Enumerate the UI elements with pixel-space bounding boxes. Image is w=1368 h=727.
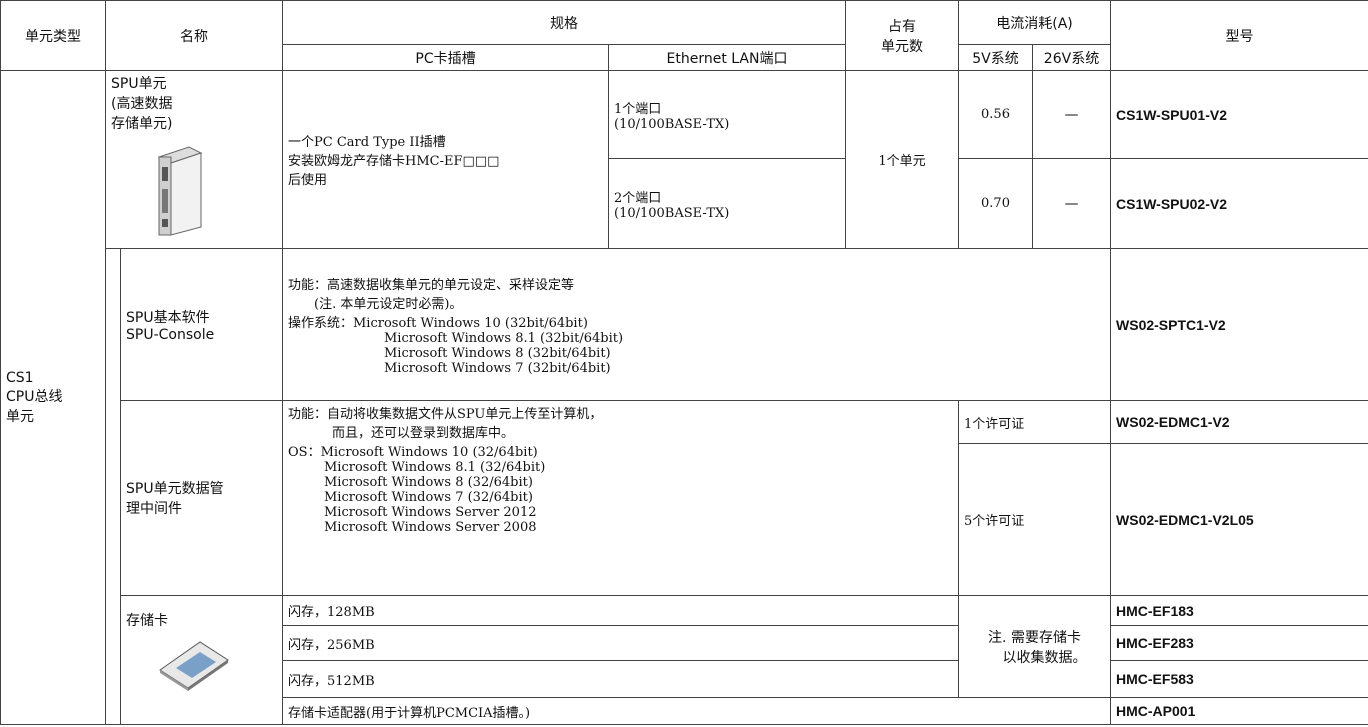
- line: Microsoft Windows 8 (32bit/64bit): [384, 345, 611, 361]
- row: SPU单元数据管 理中间件 功能：自动将收集数据文件从SPU单元上传至计算机， 而…: [1, 400, 1368, 596]
- line: 注. 需要存储卡: [988, 629, 1081, 646]
- description-cell: 功能：自动将收集数据文件从SPU单元上传至计算机， 而且，还可以登录到数据库中。…: [282, 400, 959, 596]
- line: Microsoft Windows Server 2012: [324, 505, 537, 520]
- description-cell: 闪存，128MB: [282, 595, 959, 626]
- line: Microsoft Windows 7 (32bit/64bit): [384, 360, 611, 376]
- row: SPU基本软件 SPU-Console 功能：高速数据收集单元的单元设定、采样设定…: [1, 248, 1368, 725]
- header-line: 单元数: [881, 38, 923, 55]
- line: (10/100BASE-TX): [614, 116, 730, 132]
- line: 2个端口: [614, 190, 662, 206]
- header-cell: 占有 单元数: [845, 0, 959, 71]
- license-cell: 1个许可证: [957, 400, 1112, 444]
- header-line: 占有: [888, 18, 916, 35]
- header-cell: 名称: [105, 0, 283, 71]
- header-cell: 5V系统: [958, 44, 1033, 71]
- line: 后使用: [288, 173, 328, 188]
- name-cell: 存储卡: [120, 595, 283, 725]
- line: CS1: [6, 369, 34, 386]
- row: 存储卡适配器(用于计算机PCMCIA插槽。) HMC-AP001: [1, 697, 1368, 725]
- description-cell: 存储卡适配器(用于计算机PCMCIA插槽。): [281, 697, 1112, 725]
- note-cell: 注. 需要存储卡以收集数据。: [957, 595, 1112, 698]
- card-image: [159, 641, 229, 691]
- current-cell: 0.56: [958, 70, 1033, 159]
- line: Microsoft Windows Server 2008: [324, 520, 537, 535]
- model-cell: WS02-SPTC1-V2: [1110, 248, 1368, 401]
- line: Microsoft Windows 8.1 (32/64bit): [324, 460, 546, 475]
- model-cell: WS02-EDMC1-V2: [1110, 400, 1368, 444]
- current-cell: 0.70: [958, 158, 1033, 249]
- line: Microsoft Windows 7 (32/64bit): [324, 490, 533, 505]
- line: Microsoft Windows 8 (32/64bit): [324, 475, 533, 490]
- row: CS1 CPU总线单元 SPU单元 (高速数据存储单元) 一个PC Card Typ…: [0, 70, 1368, 725]
- name-cell: SPU基本软件 SPU-Console: [120, 248, 283, 401]
- line: SPU-Console: [126, 326, 215, 343]
- product-image: [157, 146, 203, 236]
- line: (高速数据: [111, 96, 173, 112]
- line: 存储卡: [126, 613, 168, 629]
- row: 闪存，512MB HMC-EF583: [1, 660, 1368, 698]
- current-cell: —: [1031, 158, 1112, 249]
- name-cell: SPU单元 (高速数据存储单元): [105, 70, 283, 249]
- header-cell: PC卡插槽: [282, 44, 609, 71]
- description-cell: 闪存，256MB: [282, 625, 959, 661]
- occupied-cell: 1个单元: [845, 70, 959, 249]
- header-cell: Ethernet LAN端口: [608, 44, 846, 71]
- header-cell: 型号: [1110, 0, 1368, 71]
- line: SPU单元数据管: [126, 481, 224, 497]
- row: 存储卡 闪存，128MB 注. 需要存储卡以收集数据。 HMC-EF183: [1, 595, 1368, 725]
- line: (10/100BASE-TX): [614, 205, 730, 221]
- row: 2个端口 (10/100BASE-TX) 0.70 — CS1W-SPU02-V2: [1, 158, 1368, 249]
- model-cell: HMC-EF283: [1110, 625, 1368, 661]
- line: SPU基本软件: [126, 309, 210, 326]
- model-cell: WS02-EDMC1-V2L05: [1110, 443, 1368, 596]
- line: 1个端口: [614, 101, 662, 117]
- model-cell: HMC-EF183: [1110, 595, 1368, 626]
- line: 操作系统：Microsoft Windows 10 (32bit/64bit): [288, 315, 588, 331]
- line: 以收集数据。: [1002, 649, 1087, 666]
- model-cell: HMC-AP001: [1110, 697, 1368, 725]
- line: SPU单元: [111, 76, 167, 92]
- line: (注. 本单元设定时必需)。: [314, 296, 463, 312]
- name-cell: SPU单元数据管 理中间件: [120, 400, 283, 596]
- line: CPU总线: [6, 388, 63, 405]
- model-cell: CS1W-SPU02-V2: [1110, 158, 1368, 249]
- header-row: PC卡插槽 Ethernet LAN端口 5V系统 26V系统: [1, 44, 1368, 71]
- row: 5个许可证 WS02-EDMC1-V2L05: [1, 443, 1368, 596]
- line: OS：Microsoft Windows 10 (32/64bit): [288, 445, 538, 460]
- pc-slot-cell: 一个PC Card Type II插槽安装欧姆龙产存储卡HMC-EF□□□ 后使用: [282, 70, 609, 249]
- port-cell: 1个端口 (10/100BASE-TX): [608, 70, 846, 159]
- line: 而且，还可以登录到数据库中。: [332, 426, 515, 441]
- line: 理中间件: [126, 501, 182, 517]
- header-cell: 26V系统: [1031, 44, 1112, 71]
- line: 安装欧姆龙产存储卡HMC-EF□□□: [288, 154, 500, 169]
- line: 一个PC Card Type II插槽: [288, 135, 446, 150]
- header-cell: 电流消耗(A): [957, 0, 1112, 45]
- current-cell: —: [1031, 70, 1112, 159]
- header-cell: 规格: [282, 0, 846, 45]
- line: 功能：自动将收集数据文件从SPU单元上传至计算机，: [288, 407, 603, 422]
- line: 单元: [6, 408, 34, 425]
- description-cell: 功能：高速数据收集单元的单元设定、采样设定等 (注. 本单元设定时必需)。 操作…: [281, 248, 1112, 401]
- header-cell: 单元类型: [0, 0, 106, 71]
- blank-cell: [105, 248, 121, 725]
- license-cell: 5个许可证: [957, 443, 1112, 596]
- model-cell: CS1W-SPU01-V2: [1110, 70, 1368, 159]
- line: 存储单元): [111, 116, 173, 132]
- unit-type-cell: CS1 CPU总线单元: [0, 70, 106, 725]
- line: Microsoft Windows 8.1 (32bit/64bit): [384, 330, 624, 346]
- header-row: 单元类型 名称 规格 占有单元数 电流消耗(A) 型号: [0, 0, 1368, 71]
- model-cell: HMC-EF583: [1110, 660, 1368, 698]
- line: 功能：高速数据收集单元的单元设定、采样设定等: [288, 277, 575, 293]
- port-cell: 2个端口 (10/100BASE-TX): [608, 158, 846, 249]
- description-cell: 闪存，512MB: [282, 660, 959, 698]
